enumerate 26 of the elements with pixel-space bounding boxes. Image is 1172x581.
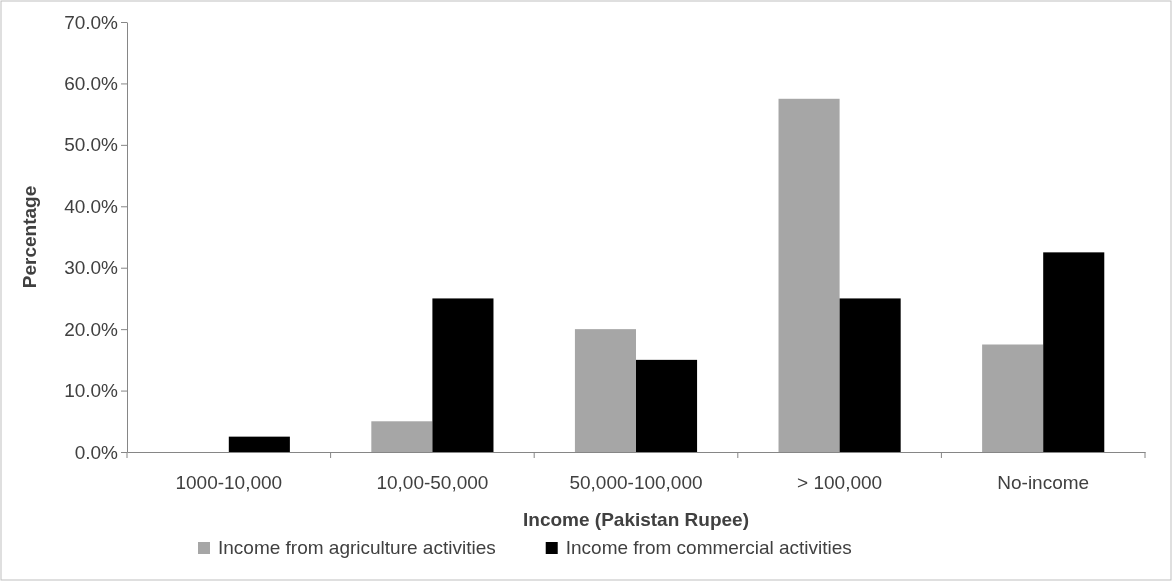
- x-tick-label: > 100,000: [797, 472, 883, 494]
- y-tick-label: 20.0%: [64, 318, 119, 340]
- y-tick-label: 0.0%: [74, 441, 119, 463]
- x-tick-label: No-income: [997, 472, 1090, 494]
- bar: [982, 344, 1044, 452]
- bar: [1043, 252, 1105, 452]
- y-tick-label: 30.0%: [64, 257, 119, 279]
- bar: [839, 298, 901, 452]
- legend-label: Income from commercial activities: [565, 537, 852, 558]
- bar: [228, 436, 290, 452]
- bar: [432, 298, 494, 452]
- y-tick-label: 60.0%: [64, 73, 119, 95]
- y-tick-label: 70.0%: [64, 11, 119, 33]
- bar: [371, 421, 433, 452]
- y-tick-label: 10.0%: [64, 380, 119, 402]
- legend-label: Income from agriculture activities: [218, 537, 496, 558]
- bar: [778, 98, 840, 452]
- x-tick-label: 50,000-100,000: [569, 472, 703, 494]
- y-tick-label: 50.0%: [64, 134, 119, 156]
- bar: [636, 359, 698, 452]
- y-tick-label: 40.0%: [64, 195, 119, 217]
- x-tick-label: 10,00-50,000: [376, 472, 489, 494]
- x-axis-title: Income (Pakistan Rupee): [523, 509, 749, 530]
- x-tick-label: 1000-10,000: [175, 472, 283, 494]
- bar: [574, 329, 636, 452]
- y-axis-title: Percentage: [19, 185, 40, 289]
